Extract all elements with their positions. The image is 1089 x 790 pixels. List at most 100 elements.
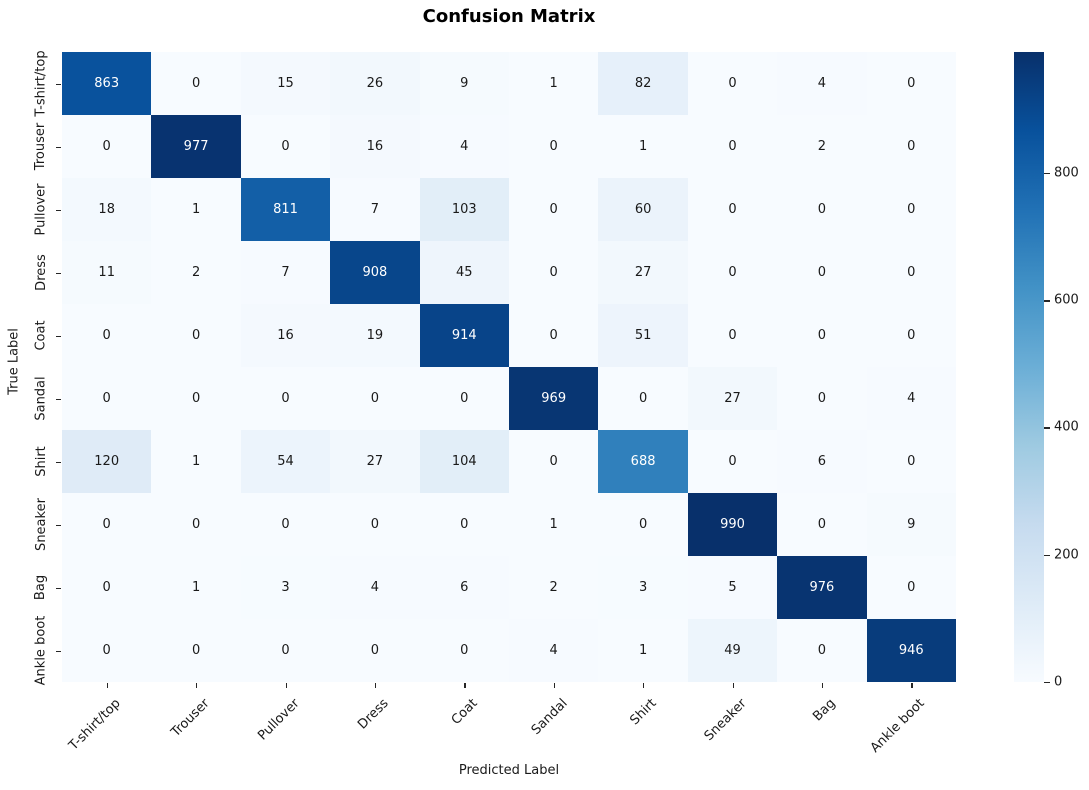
colorbar-tick-label: 800 (1054, 165, 1079, 181)
heatmap-cell: 1 (598, 115, 688, 178)
heatmap-cell: 0 (151, 52, 241, 115)
heatmap-cell: 990 (687, 493, 778, 556)
heatmap-cell: 54 (240, 430, 331, 493)
heatmap-cell: 0 (866, 178, 956, 241)
heatmap-cell: 0 (151, 619, 241, 682)
heatmap-cell: 0 (240, 493, 331, 556)
colorbar-tick-label: 400 (1054, 419, 1079, 435)
heatmap-cell: 914 (419, 304, 509, 367)
heatmap-cell: 0 (62, 367, 152, 430)
heatmap-cell: 1 (151, 178, 241, 241)
heatmap-cell: 15 (240, 52, 331, 115)
heatmap-cell: 0 (62, 619, 152, 682)
x-tick-label: Dress (354, 696, 392, 733)
x-tick-mark (374, 683, 377, 688)
x-tick-label: Ankle boot (868, 696, 928, 756)
x-tick-label: Coat (449, 696, 481, 728)
x-tick-mark (643, 683, 645, 688)
y-tick-mark (56, 272, 61, 274)
heatmap-cell: 2 (509, 556, 599, 619)
y-tick-label: Shirt (33, 446, 49, 477)
y-tick-mark (56, 587, 61, 589)
heatmap-cell: 9 (866, 493, 956, 556)
heatmap-cell: 0 (62, 493, 152, 556)
heatmap-cell: 0 (419, 493, 509, 556)
heatmap-cell: 0 (509, 115, 599, 178)
x-tick-mark (285, 683, 287, 688)
colorbar-tick-label: 600 (1054, 292, 1079, 308)
heatmap-cell: 4 (330, 556, 420, 619)
heatmap-cell: 51 (598, 304, 688, 367)
heatmap-cell: 0 (687, 304, 778, 367)
heatmap-cell: 0 (777, 304, 867, 367)
y-tick-label: Trouser (33, 122, 49, 171)
x-tick-label: Sneaker (701, 696, 750, 744)
x-tick-mark (821, 683, 824, 688)
heatmap-cell: 120 (62, 430, 152, 493)
heatmap-cell: 0 (777, 619, 867, 682)
heatmap-cell: 0 (777, 178, 867, 241)
colorbar-tick-label: 0 (1054, 674, 1063, 690)
y-tick-label: Bag (33, 574, 49, 601)
y-tick-mark (56, 83, 61, 85)
heatmap-cell: 45 (419, 241, 509, 304)
heatmap-cell: 0 (687, 241, 778, 304)
heatmap-cell: 0 (866, 556, 956, 619)
heatmap-cell: 0 (687, 430, 778, 493)
heatmap-cell: 2 (151, 241, 241, 304)
colorbar-tick-mark (1044, 172, 1050, 175)
heatmap-cell: 6 (777, 430, 867, 493)
heatmap-cell: 4 (777, 52, 867, 115)
heatmap-cell: 18 (62, 178, 152, 241)
heatmap-cell: 0 (62, 556, 152, 619)
heatmap-cell: 0 (419, 619, 509, 682)
heatmap-cell: 0 (330, 619, 420, 682)
heatmap-cell: 5 (687, 556, 778, 619)
heatmap-cell: 0 (419, 367, 509, 430)
y-tick-mark (56, 650, 61, 652)
y-tick-label: Ankle boot (33, 615, 49, 686)
heatmap-cell: 60 (598, 178, 688, 241)
heatmap-cell: 0 (509, 178, 599, 241)
colorbar-tick-label: 200 (1054, 547, 1079, 563)
heatmap-cell: 0 (509, 241, 599, 304)
y-tick-label: T-shirt/top (33, 50, 49, 117)
y-tick-label: Sandal (33, 376, 49, 421)
x-tick-label: T-shirt/top (65, 696, 124, 754)
x-tick-label: Trouser (168, 696, 213, 741)
y-tick-label: Dress (33, 254, 49, 291)
x-tick-label: Bag (810, 696, 839, 725)
heatmap-cell: 3 (240, 556, 331, 619)
x-tick-mark (106, 683, 109, 688)
heatmap-cell: 977 (151, 115, 241, 178)
heatmap-cell: 1 (509, 52, 599, 115)
heatmap-cell: 49 (687, 619, 778, 682)
heatmap-cell: 7 (240, 241, 331, 304)
colorbar-tick-mark (1044, 300, 1050, 302)
heatmap-cell: 27 (598, 241, 688, 304)
heatmap-cell: 0 (687, 115, 778, 178)
heatmap-cell: 0 (509, 430, 599, 493)
x-tick-mark (464, 683, 466, 688)
heatmap-cell: 0 (777, 241, 867, 304)
heatmap-cell: 6 (419, 556, 509, 619)
heatmap-cell: 0 (330, 367, 420, 430)
heatmap-cell: 7 (330, 178, 420, 241)
heatmap-cell: 11 (62, 241, 152, 304)
heatmap-cell: 0 (777, 493, 867, 556)
heatmap-cell: 0 (866, 430, 956, 493)
heatmap-cell: 4 (419, 115, 509, 178)
heatmap-cell: 0 (687, 52, 778, 115)
heatmap-cell: 863 (62, 52, 152, 115)
heatmap-cell: 946 (866, 619, 956, 682)
heatmap-cell: 4 (509, 619, 599, 682)
y-tick-mark (56, 461, 61, 463)
heatmap-cell: 0 (866, 52, 956, 115)
x-axis-label: Predicted Label (458, 763, 560, 778)
heatmap-cell: 688 (598, 430, 688, 493)
y-tick-label: Coat (33, 320, 49, 351)
heatmap-cell: 1 (509, 493, 599, 556)
x-tick-mark (732, 683, 734, 688)
heatmap-cell: 0 (598, 367, 688, 430)
